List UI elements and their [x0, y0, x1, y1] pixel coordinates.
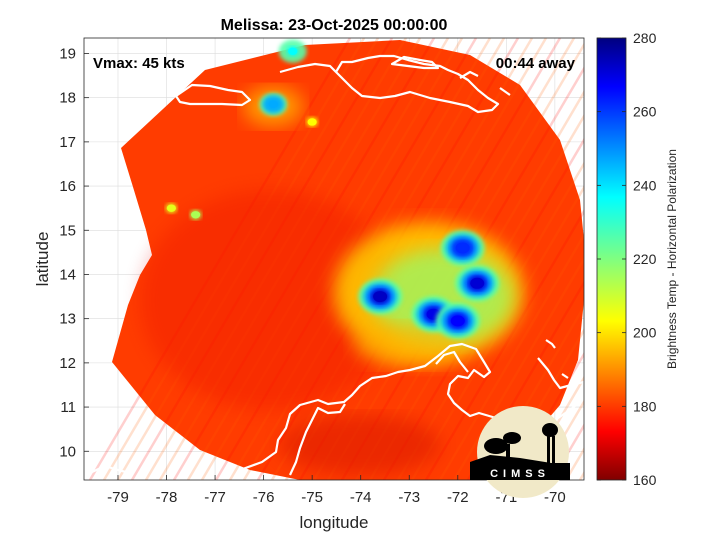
x-tick-label: -73: [398, 489, 420, 506]
chart-title: Melissa: 23-Oct-2025 00:00:00: [221, 17, 448, 34]
scan-streak: [424, 208, 584, 480]
x-tick-label: -78: [156, 489, 178, 506]
scan-streak: [508, 351, 584, 480]
scan-streak: [536, 399, 584, 480]
cold-cloud-core: [455, 242, 470, 254]
cold-cloud-core: [450, 315, 465, 327]
colorbar-tick-label: 220: [633, 251, 657, 267]
colorbar-label: Brightness Temp - Horizontal Polarizatio…: [665, 149, 679, 369]
y-tick-label: 10: [59, 443, 76, 460]
x-axis-label: longitude: [299, 513, 368, 532]
time-away-annotation: 00:44 away: [496, 55, 576, 72]
colorbar-tick-label: 260: [633, 104, 657, 120]
cold-cloud-core: [373, 291, 388, 303]
cimss-logo-text: CIMSS: [490, 468, 550, 480]
swath-texture: [88, 38, 584, 480]
cold-cloud-core: [307, 118, 317, 126]
y-tick-label: 17: [59, 134, 76, 151]
warm-region: [140, 190, 400, 410]
x-tick-label: -76: [253, 489, 275, 506]
coastlines: [91, 54, 584, 476]
colorbar-tick-label: 240: [633, 177, 657, 193]
y-tick-label: 16: [59, 178, 76, 195]
colorbar-tick-label: 160: [633, 472, 657, 488]
y-tick-label: 14: [59, 266, 76, 283]
y-tick-label: 19: [59, 45, 76, 62]
cold-cloud-core: [470, 277, 485, 289]
scan-streak: [522, 375, 584, 480]
x-tick-label: -72: [447, 489, 469, 506]
cold-cloud-core: [191, 211, 201, 219]
y-axis-ticks: 10 11 12 13 14 15 16 17 18 19: [59, 45, 89, 460]
x-tick-label: -75: [301, 489, 323, 506]
colorbar-ticks: 160 180 200 220 240 260 280: [597, 30, 657, 488]
y-tick-label: 15: [59, 222, 76, 239]
scan-streak: [410, 185, 584, 480]
vmax-annotation: Vmax: 45 kts: [93, 55, 185, 72]
cold-cloud-core: [166, 204, 176, 212]
colorbar-tick-label: 280: [633, 30, 657, 46]
x-tick-label: -79: [107, 489, 129, 506]
y-tick-label: 11: [60, 399, 76, 416]
cold-cloud-features: [165, 39, 524, 368]
scan-streak: [466, 280, 584, 480]
scan-streak: [452, 256, 584, 480]
scan-streak: [396, 161, 584, 480]
scan-streak: [494, 327, 584, 480]
colorbar: [597, 38, 626, 480]
x-tick-label: -70: [544, 489, 566, 506]
scan-streak: [438, 232, 584, 480]
y-tick-label: 13: [59, 311, 76, 328]
y-axis-label: latitude: [33, 232, 52, 287]
y-tick-label: 12: [59, 355, 76, 372]
cimss-logo: CIMSS: [470, 406, 570, 498]
axes-frame: [83, 37, 585, 481]
cold-cloud-core: [268, 100, 278, 109]
y-tick-label: 18: [59, 90, 76, 107]
x-axis-ticks: -79 -78 -77 -76 -75 -74 -73 -72 -71 -70: [107, 475, 566, 506]
x-tick-label: -74: [350, 489, 372, 506]
cold-cloud-core: [288, 47, 298, 55]
colorbar-tick-label: 180: [633, 398, 657, 414]
x-tick-label: -77: [204, 489, 226, 506]
warm-region: [280, 415, 440, 475]
colorbar-tick-label: 200: [633, 325, 657, 341]
scan-streak: [382, 137, 584, 480]
